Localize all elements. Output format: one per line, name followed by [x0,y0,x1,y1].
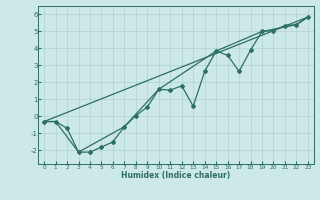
X-axis label: Humidex (Indice chaleur): Humidex (Indice chaleur) [121,171,231,180]
